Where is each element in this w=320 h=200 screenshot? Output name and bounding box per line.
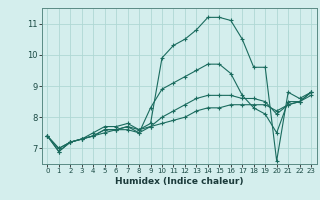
X-axis label: Humidex (Indice chaleur): Humidex (Indice chaleur) bbox=[115, 177, 244, 186]
